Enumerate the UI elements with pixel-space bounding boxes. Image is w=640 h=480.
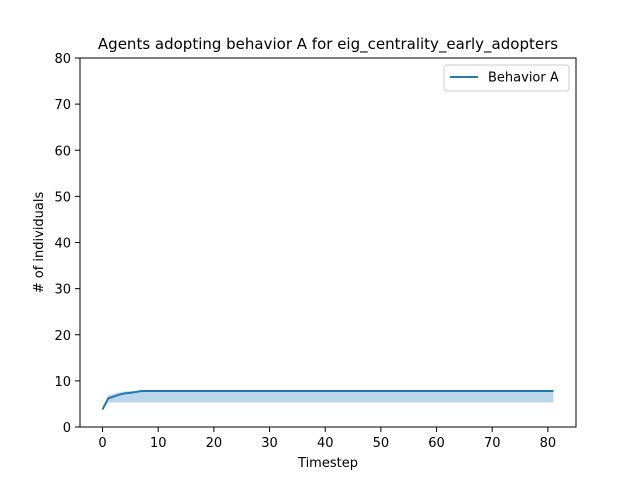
confidence-band-layer [102, 391, 554, 410]
legend-label: Behavior A [488, 71, 559, 86]
legend: Behavior A [443, 64, 570, 92]
y-tick-label: 50 [54, 190, 71, 205]
x-axis-label: Timestep [297, 456, 358, 471]
legend-box [443, 64, 570, 92]
x-tick-label: 20 [206, 436, 223, 451]
y-tick-label: 70 [54, 98, 71, 113]
chart-title: Agents adopting behavior A for eig_centr… [98, 35, 558, 54]
x-tick-label: 50 [373, 436, 390, 451]
x-tick-label: 40 [317, 436, 334, 451]
series-line [101, 390, 554, 410]
y-tick-label: 30 [54, 283, 71, 298]
x-tick-label: 60 [428, 436, 445, 451]
y-tick-label: 60 [54, 144, 71, 159]
x-tick-label: 70 [484, 436, 501, 451]
x-tick-label: 80 [540, 436, 557, 451]
y-axis-ticks: 0 10 20 30 40 50 60 70 80 [54, 52, 80, 436]
x-tick-label: 30 [261, 436, 278, 451]
x-tick-label: 10 [150, 436, 167, 451]
y-tick-label: 40 [54, 237, 71, 252]
series-line-layer [101, 390, 554, 410]
y-tick-label: 20 [54, 329, 71, 344]
x-axis-ticks: 0 10 20 30 40 50 60 70 80 [98, 427, 556, 451]
y-tick-label: 10 [54, 375, 71, 390]
x-tick-label: 0 [98, 436, 106, 451]
confidence-band [102, 391, 554, 410]
y-tick-label: 0 [63, 421, 71, 436]
y-axis-label: # of individuals [32, 192, 47, 294]
y-tick-label: 80 [54, 52, 71, 67]
